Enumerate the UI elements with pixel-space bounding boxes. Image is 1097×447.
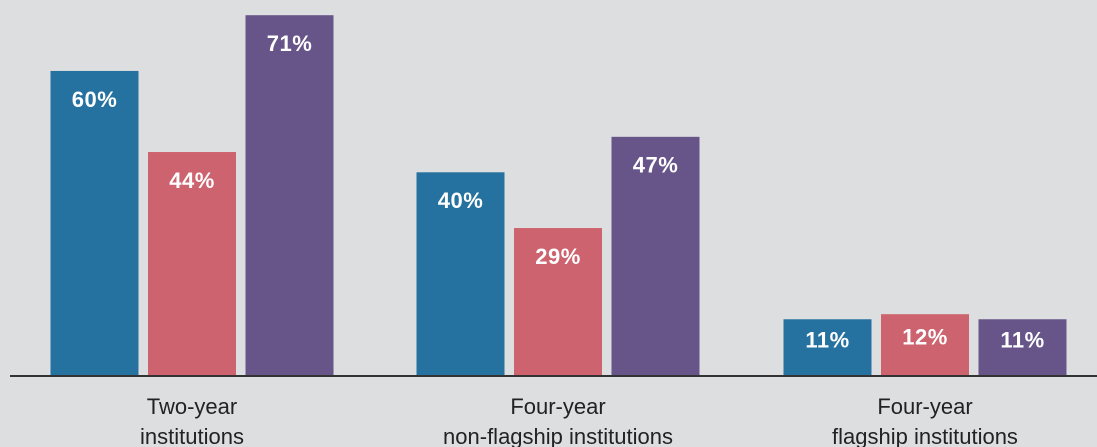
bar [881,314,969,375]
bar [245,15,334,376]
x-tick-label: Two-year [147,394,237,419]
x-tick-label: institutions [140,424,244,447]
value-label: 40% [438,188,484,213]
x-tick-label: Four-year [877,394,972,419]
value-label: 71% [267,31,313,56]
bar [50,70,139,375]
x-tick-label: flagship institutions [832,424,1018,447]
x-tick-label: non-flagship institutions [443,424,673,447]
bar [978,319,1067,375]
bar [514,228,602,375]
bar [783,319,872,375]
value-label: 44% [169,168,215,193]
value-label: 47% [633,153,679,178]
value-label: 12% [902,324,948,349]
bar [148,152,236,375]
bar [416,172,505,375]
value-label: 11% [1000,327,1044,352]
x-tick-label: Four-year [510,394,605,419]
value-label: 11% [805,327,849,352]
value-label: 60% [72,87,118,112]
bar [611,136,700,375]
value-label: 29% [535,244,581,269]
